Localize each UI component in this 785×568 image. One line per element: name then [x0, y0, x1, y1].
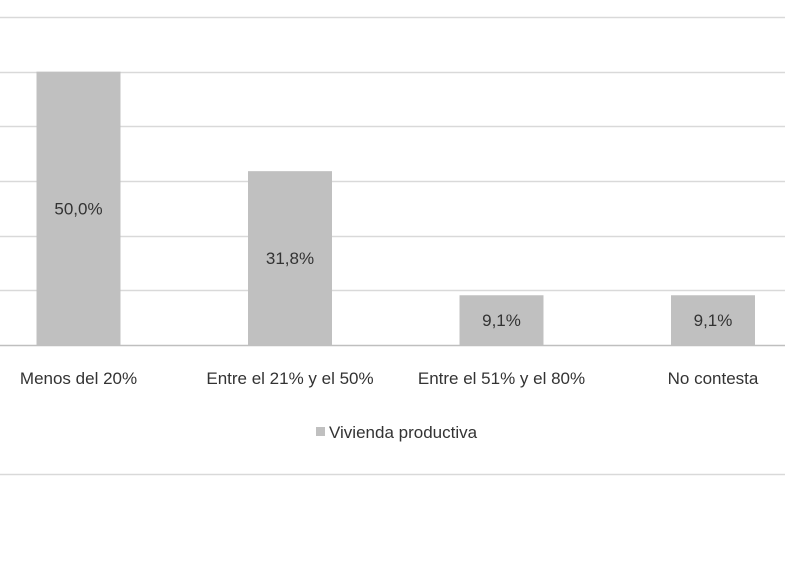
- bar-value-label: 50,0%: [54, 199, 102, 218]
- x-tick-label: No contesta: [668, 369, 759, 388]
- x-tick-label: Entre el 51% y el 80%: [418, 369, 585, 388]
- bar: [671, 295, 755, 345]
- data-labels: 50,0% 31,8% 9,1% 9,1%: [54, 199, 732, 330]
- gridlines: [0, 16, 785, 476]
- legend-swatch: [316, 427, 325, 436]
- bar-value-label: 31,8%: [266, 249, 314, 268]
- bars: [36, 71, 755, 346]
- bar: [248, 171, 332, 345]
- x-tick-label: Menos del 20%: [20, 369, 137, 388]
- bar: [36, 71, 121, 346]
- x-tick-label: Entre el 21% y el 50%: [206, 369, 373, 388]
- x-tick-labels: Menos del 20% Entre el 21% y el 50% Entre …: [20, 369, 759, 388]
- bar-value-label: 9,1%: [482, 311, 521, 330]
- bar: [459, 295, 544, 345]
- legend-series-label: Vivienda productiva: [329, 423, 478, 442]
- bar-value-label: 9,1%: [694, 311, 733, 330]
- legend: Vivienda productiva: [316, 423, 478, 442]
